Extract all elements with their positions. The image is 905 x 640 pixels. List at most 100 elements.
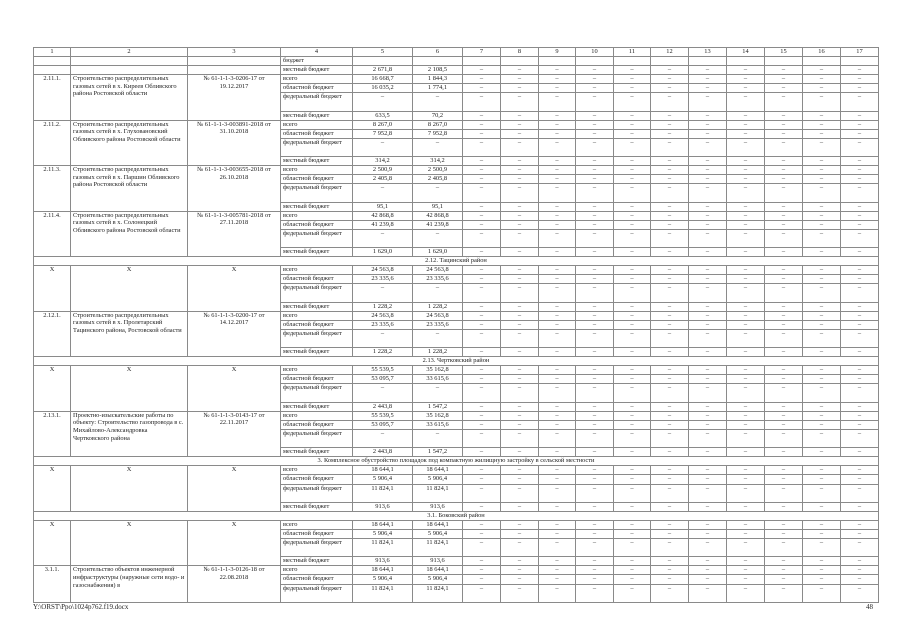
dash-cell: – — [764, 365, 803, 376]
dash-cell — [764, 56, 803, 67]
dash-cell: – — [613, 538, 651, 558]
dash-cell: – — [726, 538, 765, 558]
dash-cell: – — [688, 365, 727, 376]
table-row: местный бюджет 314,2 314,2– – – – – – – – – – – — [34, 156, 879, 167]
dash-cell: – — [726, 228, 765, 249]
table-row: местный бюджет 2 443,8 1 547,2– – – – – – – – – – – — [34, 401, 879, 412]
item-number: 2.11.2. — [33, 119, 71, 167]
value-col5: 8 267,0 — [352, 119, 413, 130]
value-col5: 42 868,8 — [352, 210, 413, 221]
dash-cell: – — [840, 401, 879, 412]
dash-cell: – — [802, 319, 841, 330]
value-col6: – — [412, 428, 463, 449]
budget-label: всего — [280, 119, 353, 130]
dash-cell: – — [726, 365, 765, 376]
budget-label: местный бюджет — [280, 401, 353, 412]
dash-cell: – — [613, 383, 651, 403]
dash-cell: – — [688, 128, 727, 139]
value-col6: 11 824,1 — [412, 483, 463, 503]
value-col6: 23 335,6 — [412, 274, 463, 285]
dash-cell: – — [575, 65, 614, 76]
budget-label: всего — [280, 265, 353, 276]
dash-cell: – — [726, 265, 765, 276]
dash-cell: – — [840, 110, 879, 121]
table-row: федеральный бюджет – – – – – – – – – – – – – — [34, 92, 879, 112]
dash-cell: – — [575, 347, 614, 358]
table-row: федеральный бюджет – – – – – – – – – – – – – — [34, 137, 879, 158]
dash-cell: – — [575, 137, 614, 158]
dash-cell: – — [500, 183, 539, 203]
dash-cell: – — [575, 447, 614, 458]
dash-cell: – — [650, 419, 689, 430]
dash-cell: – — [840, 565, 879, 576]
dash-cell: – — [726, 247, 765, 258]
dash-cell: – — [575, 556, 614, 567]
dash-cell: – — [802, 365, 841, 376]
dash-cell: – — [613, 301, 651, 312]
dash-cell: – — [764, 583, 803, 603]
budget-label: областной бюджет — [280, 474, 353, 485]
dash-cell: – — [538, 83, 576, 94]
dash-cell: – — [538, 410, 576, 421]
dash-cell: – — [613, 328, 651, 349]
dash-cell: – — [840, 201, 879, 212]
dash-cell: – — [462, 428, 501, 449]
dash-cell — [802, 56, 841, 67]
dash-cell: – — [840, 174, 879, 185]
dash-cell: – — [764, 574, 803, 585]
dash-cell: – — [462, 465, 501, 476]
column-header-6: 6 — [412, 46, 463, 58]
dash-cell: – — [688, 210, 727, 221]
dash-cell: – — [500, 556, 539, 567]
dash-cell: – — [688, 538, 727, 558]
dash-cell: – — [462, 201, 501, 212]
item-number: 3.1.1. — [33, 565, 71, 603]
dash-cell: – — [726, 92, 765, 112]
dash-cell: – — [764, 383, 803, 403]
dash-cell: – — [613, 201, 651, 212]
value-col5: – — [352, 283, 413, 303]
dash-cell: – — [726, 565, 765, 576]
value-col6: 913,6 — [412, 556, 463, 567]
section-title: 2.13. Чертковский район — [33, 356, 879, 367]
dash-cell: – — [650, 519, 689, 530]
dash-cell: – — [650, 210, 689, 221]
dash-cell: – — [575, 310, 614, 321]
dash-cell: – — [764, 410, 803, 421]
dash-cell: – — [575, 228, 614, 249]
value-col5: 5 906,4 — [352, 474, 413, 485]
dash-cell — [650, 56, 689, 67]
dash-cell: – — [840, 219, 879, 230]
table-row: 2.11.3. Строительство распределительных г… — [33, 165, 879, 212]
dash-cell: – — [764, 83, 803, 94]
item-document: X — [187, 265, 281, 312]
dash-cell: – — [764, 274, 803, 285]
dash-cell: – — [575, 219, 614, 230]
dash-cell: – — [688, 501, 727, 512]
budget-label: всего — [280, 565, 353, 576]
dash-cell: – — [650, 165, 689, 176]
dash-cell: – — [802, 137, 841, 158]
item-number: X — [33, 265, 71, 312]
dash-cell: – — [575, 274, 614, 285]
dash-cell: – — [764, 219, 803, 230]
item-name: X — [70, 265, 188, 312]
dash-cell: – — [462, 565, 501, 576]
dash-cell: – — [764, 310, 803, 321]
dash-cell: – — [726, 528, 765, 540]
dash-cell: – — [650, 383, 689, 403]
value-col5: 55 539,5 — [352, 365, 413, 376]
item-name: X — [70, 465, 188, 512]
header-row: 1 2 3 4 5 6 7 8 9 10 11 12 13 14 15 16 17 — [33, 46, 879, 58]
dash-cell: – — [500, 419, 539, 430]
dash-cell: – — [575, 247, 614, 258]
table-row: областной бюджет 41 239,8 41 239,8– – – – – – – –… — [34, 219, 879, 230]
dash-cell: – — [462, 74, 501, 85]
empty-cell — [33, 56, 71, 67]
dash-cell: – — [802, 265, 841, 276]
empty-cell — [187, 56, 281, 67]
dash-cell: – — [840, 538, 879, 558]
table-row: федеральный бюджет – – – – – – – – – – – – – — [34, 328, 879, 349]
dash-cell: – — [462, 401, 501, 412]
dash-cell: – — [802, 219, 841, 230]
